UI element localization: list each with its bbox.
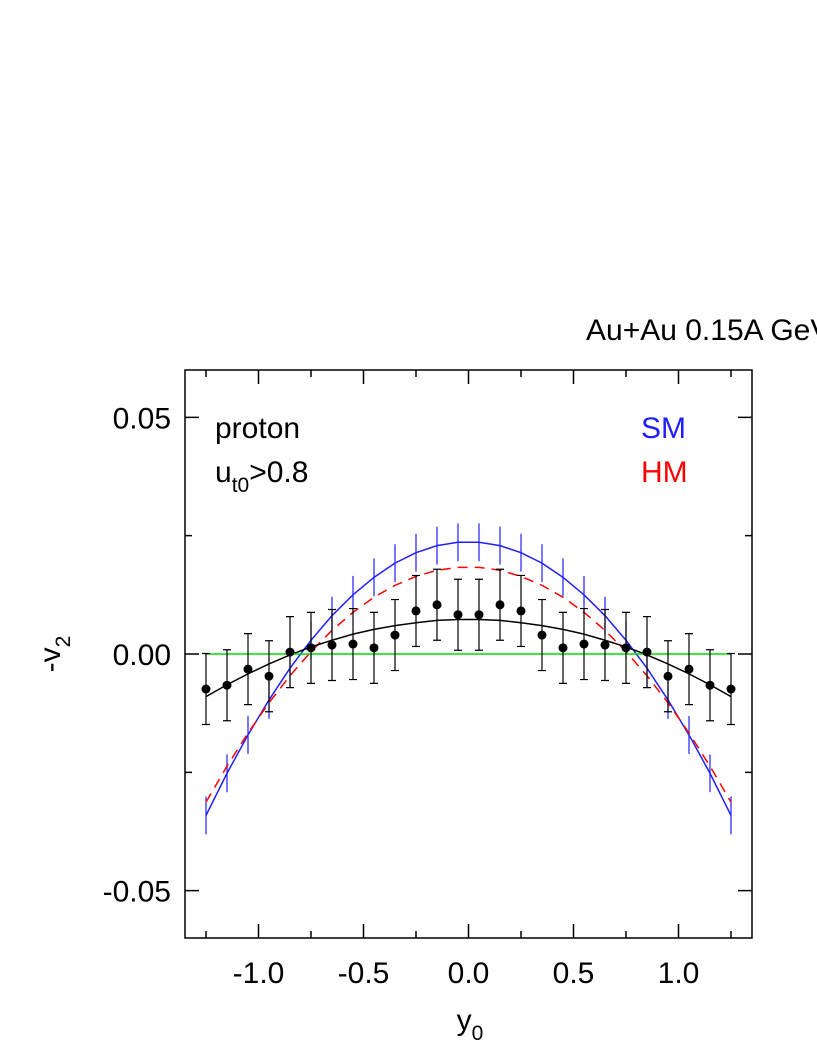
data-point (453, 610, 463, 620)
x-axis-label: y0 (457, 1004, 484, 1045)
annotation: ut0>0.8 (215, 456, 308, 497)
data-point (537, 630, 547, 640)
annotation-text: proton (215, 412, 300, 445)
data-point (600, 640, 610, 650)
data-point (222, 680, 232, 690)
data-point (264, 671, 274, 681)
x-label-base: y (457, 1004, 472, 1037)
data-point (432, 600, 442, 610)
y-axis-label: -v2 (34, 636, 75, 673)
data-point (495, 600, 505, 610)
annotation-sub: t0 (232, 474, 250, 497)
data-point (579, 639, 589, 649)
data-point (411, 606, 421, 616)
chart-title: Au+Au 0.15A GeV (586, 314, 817, 347)
legend-entry: HM (641, 456, 688, 489)
y-tick-label: 0.00 (113, 639, 171, 672)
data-point (642, 647, 652, 657)
x-tick-label: 1.0 (658, 957, 700, 990)
data-point (516, 606, 526, 616)
data-point (726, 684, 736, 694)
data-point (306, 643, 316, 653)
data-point (369, 643, 379, 653)
data-point (474, 610, 484, 620)
annotation-text: >0.8 (249, 456, 308, 489)
data-point (621, 643, 631, 653)
data-point (390, 630, 400, 640)
x-tick-label: 0.5 (553, 957, 595, 990)
curve (205, 541, 732, 816)
x-tick-label: -0.5 (338, 957, 390, 990)
data-point (327, 640, 337, 650)
x-label-sub: 0 (472, 1022, 484, 1045)
data-point (663, 671, 673, 681)
y-label-base: -v (34, 647, 67, 672)
data-point (348, 639, 358, 649)
curve (205, 618, 732, 698)
data-point (684, 664, 694, 674)
x-tick-label: 0.0 (448, 957, 490, 990)
y-tick-label: -0.05 (103, 876, 171, 909)
data-point (705, 680, 715, 690)
x-tick-label: -1.0 (233, 957, 285, 990)
data-point (285, 647, 295, 657)
annotation-text: u (215, 456, 232, 489)
data-point (243, 664, 253, 674)
legend-entry: SM (641, 412, 686, 445)
data-point (558, 643, 568, 653)
y-tick-label: 0.05 (113, 402, 171, 435)
curve (205, 566, 732, 803)
y-label-sub: 2 (52, 636, 75, 648)
data-point (201, 684, 211, 694)
annotation: proton (215, 412, 300, 445)
